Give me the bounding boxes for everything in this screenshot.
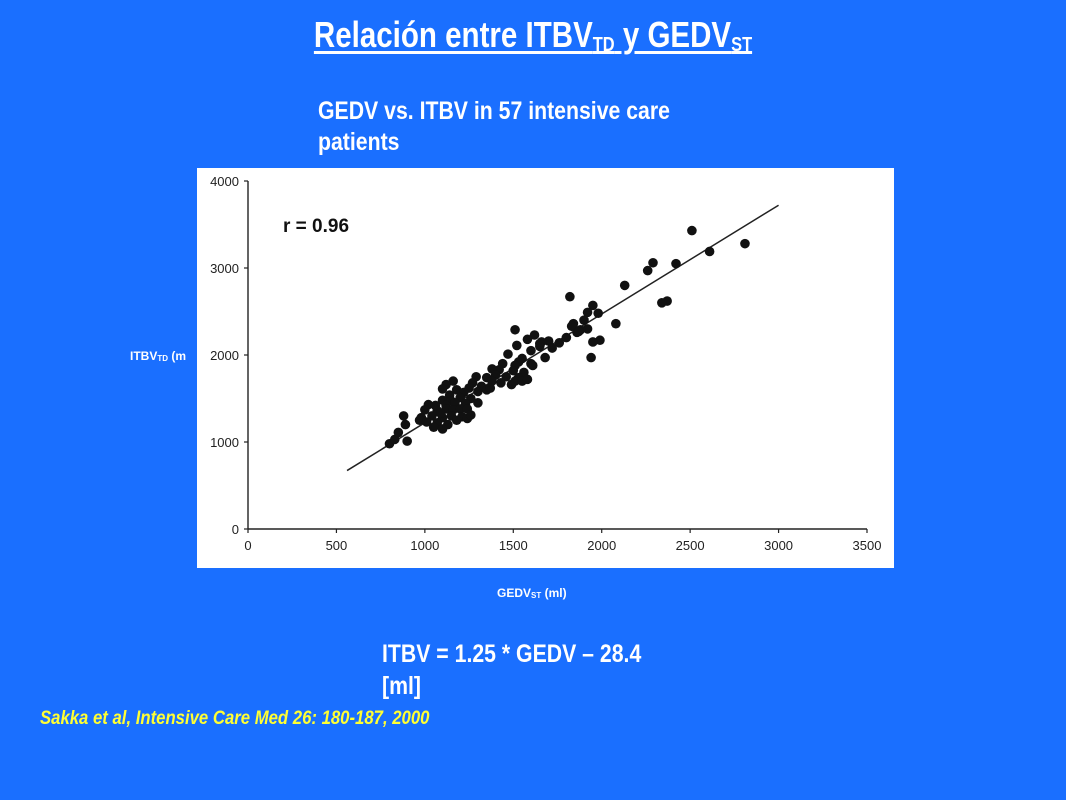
data-point [455,404,466,414]
y-tick-label: 1000 [210,435,239,450]
data-point [400,419,411,430]
y-tick-label: 0 [232,522,239,537]
data-point [740,238,750,249]
correlation-label: r = 0.96 [283,216,349,237]
data-point [704,246,715,257]
data-point [510,376,520,386]
data-point [466,410,476,420]
data-point [586,352,596,363]
x-tick-label: 2000 [587,538,616,553]
data-point [547,343,557,353]
data-point [485,383,496,393]
x-tick-label: 3500 [853,538,882,553]
data-point [657,298,667,308]
data-point [687,225,697,236]
data-point [522,374,533,385]
data-point [435,408,446,419]
y-tick-label: 2000 [210,348,239,363]
title-text: Relación entre ITBV [313,14,593,55]
data-point [437,424,448,434]
data-point [554,338,565,348]
data-point [503,349,513,359]
title-subscript-td: TD [592,34,615,56]
data-point [496,378,506,388]
data-point [473,386,483,397]
chart-subtitle: GEDV vs. ITBV in 57 intensive care patie… [318,97,670,156]
x-tick-label: 2500 [676,538,705,553]
scatter-chart: 0 500 1000 1500 2000 2500 3000 3500 0 1000 2000 300… [210,174,882,553]
data-point [561,332,572,343]
data-point [565,291,575,302]
data-point [593,308,603,319]
data-point [579,315,589,325]
data-point [522,334,533,345]
data-point [582,324,593,334]
regression-formula: ITBV = 1.25 * GEDV – 28.4 [ml] [382,640,642,700]
title-subscript-st: ST [731,34,753,56]
data-point [588,337,598,347]
data-point [619,280,630,291]
x-tick-label: 0 [244,538,251,553]
x-tick-label: 1000 [410,538,439,553]
data-point [510,324,520,335]
data-point [420,405,430,415]
x-tick-label: 500 [326,538,348,553]
data-point [451,415,462,426]
x-axis-label: GEDVST (ml) [497,586,567,600]
x-tick-label: 3000 [764,538,793,553]
data-point [535,341,545,352]
data-point [393,427,404,438]
data-point [428,422,439,433]
x-tick-label: 1500 [499,538,528,553]
y-axis-label: ITBVTD (m [130,349,187,363]
data-point [398,411,409,421]
data-point [526,345,536,356]
data-point [540,352,550,363]
data-point [402,436,412,446]
data-point [648,257,658,268]
slide-title: Relación entre ITBVTD y GEDVST [96,14,970,57]
data-point [671,258,681,269]
data-point [529,330,540,340]
data-point [588,300,598,311]
data-point [642,265,653,276]
data-point [437,384,448,394]
y-tick-label: 4000 [210,174,239,189]
data-point [508,365,519,376]
data-point [582,307,593,318]
data-point [421,417,432,427]
citation: Sakka et al, Intensive Care Med 26: 180-… [40,708,430,729]
data-point [611,318,621,329]
y-tick-label: 3000 [210,261,239,276]
data-point [473,398,483,408]
data-point [527,360,538,371]
title-text-mid: y GEDV [614,14,732,55]
data-point [573,326,584,337]
data-point [512,340,522,351]
scatter-plot-panel: 0 500 1000 1500 2000 2500 3000 3500 0 1000 2000 300… [197,168,894,568]
